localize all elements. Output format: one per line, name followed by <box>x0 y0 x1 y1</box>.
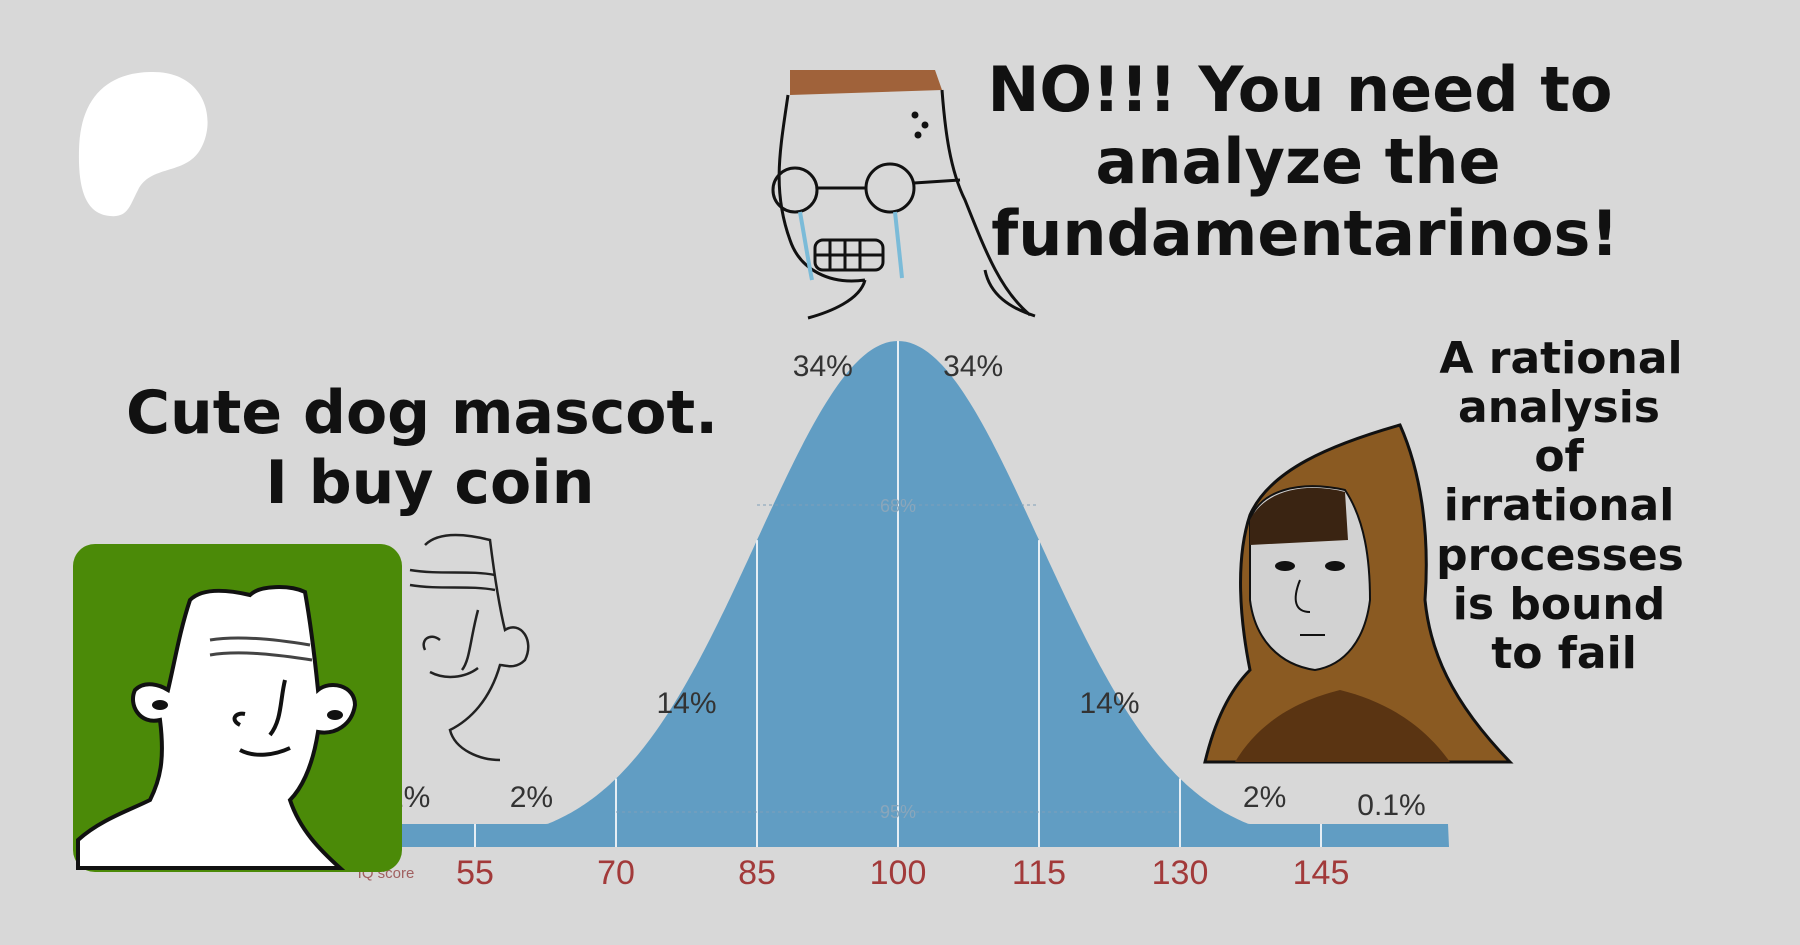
tick-label: 100 <box>870 854 927 892</box>
right-caption-line: irrational <box>1444 480 1675 531</box>
percent-label: 0.1% <box>1357 789 1425 822</box>
tick-label: 85 <box>738 854 776 892</box>
right-caption: A rational analysis of irrational proces… <box>1436 333 1684 679</box>
right-caption-line: analysis <box>1458 382 1660 433</box>
avatar[interactable] <box>73 544 402 872</box>
right-caption-line: A rational <box>1439 333 1682 384</box>
tick-label: 130 <box>1152 854 1209 892</box>
left-caption-line: I buy coin <box>266 448 595 518</box>
percent-label: 2% <box>1243 781 1286 814</box>
band-68-label: 68% <box>880 496 916 516</box>
percent-label: 34% <box>793 350 853 383</box>
top-caption-line: analyze the <box>1095 125 1500 198</box>
percent-label: 34% <box>943 350 1003 383</box>
percent-label: 14% <box>1079 687 1139 720</box>
band-95-label: 95% <box>880 802 916 822</box>
tick-label: 115 <box>1012 854 1066 892</box>
top-caption-line: fundamentarinos! <box>991 197 1618 270</box>
smiling-wojak-sketch <box>409 533 530 762</box>
right-caption-line: to fail <box>1491 628 1637 679</box>
tick-label: 70 <box>597 854 635 892</box>
top-caption: NO!!! You need to analyze the fundamenta… <box>988 53 1619 270</box>
tick-label: 145 <box>1293 854 1350 892</box>
left-caption: Cute dog mascot. I buy coin <box>126 378 718 518</box>
bell-curve-area <box>402 341 1449 847</box>
right-caption-line: processes <box>1436 530 1684 581</box>
percent-label: 2% <box>510 781 553 814</box>
right-caption-line: of <box>1534 431 1584 482</box>
tick-label: 55 <box>456 854 494 892</box>
top-caption-line: NO!!! You need to <box>988 53 1613 126</box>
hooded-character <box>1203 423 1514 764</box>
crying-nerd-character <box>771 70 1036 320</box>
left-caption-line: Cute dog mascot. <box>126 378 718 448</box>
patreon-logo-icon[interactable] <box>78 71 208 217</box>
percent-label: 14% <box>656 687 716 720</box>
right-caption-line: is bound <box>1453 579 1665 630</box>
